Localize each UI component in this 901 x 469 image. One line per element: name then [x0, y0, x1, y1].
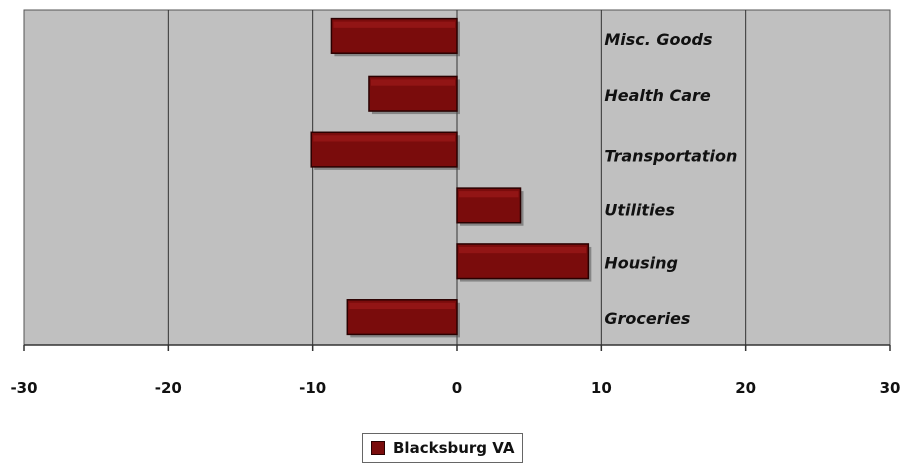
x-tick-label: 0 — [452, 379, 462, 397]
category-labels: Misc. Goods Health Care Transportation Util… — [604, 30, 737, 328]
x-tick-label: -20 — [155, 379, 182, 397]
legend: Blacksburg VA — [362, 433, 524, 463]
category-label: Transportation — [604, 147, 737, 166]
category-label: Groceries — [604, 309, 690, 328]
category-label: Health Care — [604, 86, 711, 105]
category-label: Housing — [604, 253, 678, 272]
bar-highlight — [459, 191, 519, 198]
bar-highlight — [459, 246, 587, 254]
x-tick-label: 10 — [591, 379, 612, 397]
gridlines — [167, 10, 747, 345]
x-tick-label: -30 — [10, 379, 37, 397]
bar-highlight — [333, 21, 455, 28]
bar-highlight — [370, 79, 455, 86]
x-tick-label: 30 — [880, 379, 901, 397]
x-axis-ticks: -30 -20 -10 0 10 20 30 — [10, 345, 900, 397]
legend-label: Blacksburg VA — [393, 439, 515, 457]
legend-swatch — [371, 441, 385, 455]
bar-highlight — [349, 302, 455, 310]
bar-highlight — [313, 135, 455, 142]
x-tick-label: -10 — [299, 379, 326, 397]
category-label: Utilities — [604, 200, 675, 219]
category-label: Misc. Goods — [604, 30, 712, 49]
x-tick-label: 20 — [735, 379, 756, 397]
bars — [310, 17, 592, 338]
